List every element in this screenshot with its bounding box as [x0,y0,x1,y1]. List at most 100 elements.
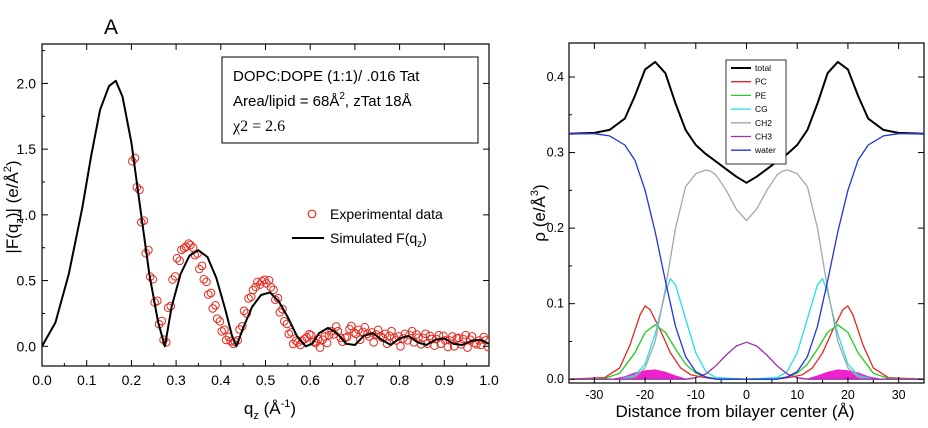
data-point-experimental-data [315,343,325,352]
data-point-experimental-data [470,338,479,348]
data-point-experimental-data [336,333,345,343]
series-line-ch2 [569,169,924,380]
data-point-experimental-data [202,277,211,287]
data-point-experimental-data [239,306,249,316]
data-point-experimental-data [271,295,280,305]
right-y-axis-label: ρ (e/Å3) [529,184,549,241]
series-line-simulated-f-q [42,79,489,348]
series-line-total [569,60,924,184]
y-tick-label: 1.0 [17,207,37,223]
data-point-experimental-data [248,285,258,295]
data-point-experimental-data [172,253,182,263]
legend-label-pe: PE [755,90,767,100]
data-point-experimental-data [305,329,314,339]
series-area-filled [569,369,924,380]
data-point-experimental-data [197,261,207,271]
data-point-experimental-data [342,332,352,342]
data-point-experimental-data [186,240,195,250]
data-point-experimental-data [297,336,307,345]
x-tick-label: 0.5 [256,372,276,388]
right-chart: -30 -20 -10 0 10 20 30 0.0 0.1 0.2 0.3 0.4 total PC P… [529,42,925,421]
data-point-experimental-data [461,330,471,340]
x-tick-label: 0.0 [32,372,52,388]
data-point-experimental-data [135,185,144,195]
legend-label-pc: PC [755,77,767,87]
data-point-experimental-data [220,325,229,335]
legend-label-simulated: Simulated F(qz) [330,230,427,250]
x-tick-label: 0.7 [345,372,365,388]
data-point-experimental-data [212,314,222,323]
data-point-experimental-data [300,334,310,344]
x-tick-label: 0.1 [77,372,97,388]
right-legend: total PC PE CG CH2 CH3 water [725,59,787,165]
y-tick-label: 2.0 [17,75,37,91]
left-y-axis-label: |F(qz)| (e/Å2) [2,160,26,253]
info-composition: DOPC:DOPE (1:1)/ .016 Tat [233,68,420,85]
info-area-lipid: Area/lipid = 68Å2, zTat 18Å [233,91,412,110]
data-point-experimental-data [349,328,359,337]
y-tick-label: 0.4 [547,70,564,84]
data-point-experimental-data [322,338,332,348]
x-tick-label: -20 [636,388,654,402]
y-tick-label: 1.5 [17,141,37,157]
legend-label-ch3: CH3 [755,132,772,142]
x-tick-label: 1.0 [479,372,499,388]
right-x-axis-label: Distance from bilayer center (Å) [615,402,854,421]
data-point-experimental-data [177,245,186,255]
data-point-experimental-data [275,308,285,317]
data-point-experimental-data [385,331,395,341]
y-tick-label: 0.0 [17,338,37,354]
y-tick-label: 0.2 [547,221,564,235]
data-point-experimental-data [148,274,158,284]
series-line-pe [569,324,924,380]
data-point-experimental-data [208,304,218,313]
data-point-experimental-data [251,282,260,292]
info-box-frame [221,56,479,144]
legend-marker-experimental [307,209,317,219]
series-line-cg [569,278,924,380]
y-tick-label: 0.1 [547,297,564,311]
data-point-experimental-data [215,317,225,326]
x-tick-label: 0.8 [390,372,410,388]
data-point-experimental-data [221,335,231,345]
left-chart: A 0.0 0.1 0.2 0.3 0.4 0.5 0.6 0.7 0.8 0.9 1.0 0.0 0.… [2,16,499,422]
x-tick-label: 0.9 [435,372,455,388]
data-point-experimental-data [144,245,153,255]
data-point-experimental-data [266,282,276,292]
data-point-experimental-data [175,256,184,266]
data-point-experimental-data [309,337,319,346]
left-x-axis-label: qz (Å-1) [244,398,296,422]
data-point-experimental-data [396,341,405,351]
x-tick-label: 10 [790,388,804,402]
x-tick-label: -30 [585,388,603,402]
info-chi-square: χ2 = 2.6 [232,118,285,135]
panel-label: A [104,16,118,39]
x-tick-label: 0 [743,388,750,402]
y-tick-label: 0.3 [547,146,564,160]
legend-label-total: total [755,63,771,73]
data-point-experimental-data [127,156,137,166]
data-point-experimental-data [206,288,216,298]
data-point-experimental-data [211,300,220,310]
info-box: DOPC:DOPE (1:1)/ .016 Tat Area/lipid = 6… [221,56,479,144]
data-point-experimental-data [430,341,439,350]
x-tick-label: 0.3 [166,372,186,388]
series-line-ch3 [569,341,924,380]
right-legend-frame [725,59,787,165]
x-tick-label: 30 [892,388,906,402]
data-point-experimental-data [448,332,457,341]
data-point-experimental-data [278,304,287,314]
data-point-experimental-data [168,275,177,284]
data-point-experimental-data [279,317,289,326]
x-tick-label: 0.6 [300,372,320,388]
legend-label-ch2: CH2 [755,118,772,128]
data-point-experimental-data [331,322,341,331]
data-point-experimental-data [217,327,226,336]
data-point-experimental-data [369,338,378,347]
data-point-experimental-data [195,264,204,274]
x-tick-label: 20 [841,388,855,402]
data-point-experimental-data [284,329,294,339]
legend-label-cg: CG [755,104,768,114]
y-tick-label: 0.0 [547,372,564,386]
